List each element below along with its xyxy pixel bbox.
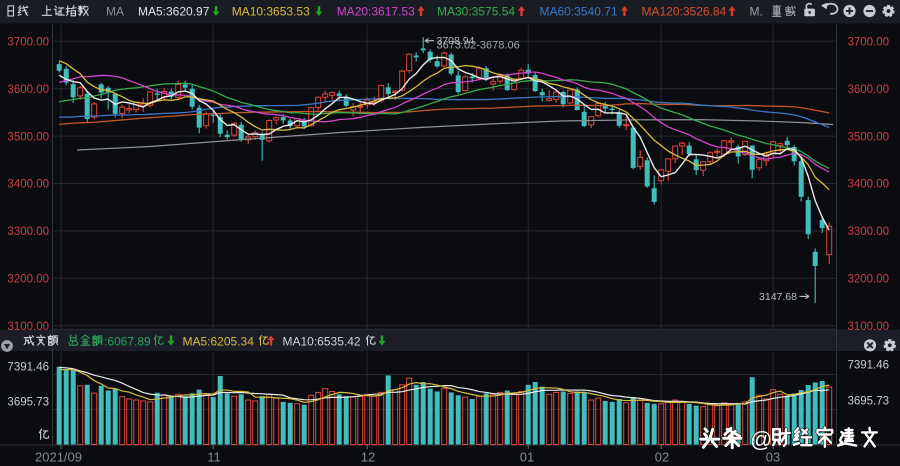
svg-text:M.: M. xyxy=(750,5,763,19)
svg-text:3400.00: 3400.00 xyxy=(7,179,49,191)
svg-text:3400.00: 3400.00 xyxy=(848,179,890,191)
svg-text::6067.89: :6067.89 xyxy=(104,334,151,348)
svg-text:MA10:6535.42: MA10:6535.42 xyxy=(283,334,361,348)
svg-text:3147.68: 3147.68 xyxy=(759,291,797,303)
svg-text:MA30:3575.54: MA30:3575.54 xyxy=(437,5,515,19)
svg-text:01: 01 xyxy=(520,450,534,465)
svg-text:7391.46: 7391.46 xyxy=(848,360,890,372)
svg-text:11: 11 xyxy=(207,450,221,465)
svg-text:MA20:3617.53: MA20:3617.53 xyxy=(337,5,415,19)
svg-text:@: @ xyxy=(750,427,772,452)
svg-text:3300.00: 3300.00 xyxy=(848,226,890,238)
svg-text:7391.46: 7391.46 xyxy=(7,361,49,373)
svg-text:3700.00: 3700.00 xyxy=(7,37,49,49)
svg-text:MA60:3540.71: MA60:3540.71 xyxy=(540,5,618,19)
svg-text:3673.02-3678.06: 3673.02-3678.06 xyxy=(437,40,520,52)
svg-text:MA: MA xyxy=(106,5,124,19)
svg-text:3300.00: 3300.00 xyxy=(7,226,49,238)
svg-text:MA5:6205.34: MA5:6205.34 xyxy=(183,334,255,348)
svg-text:2021/09: 2021/09 xyxy=(35,450,82,465)
svg-text:3100.00: 3100.00 xyxy=(848,321,890,333)
svg-text:3200.00: 3200.00 xyxy=(7,274,49,286)
svg-text:02: 02 xyxy=(655,450,669,465)
svg-text:MA10:3653.53: MA10:3653.53 xyxy=(232,5,310,19)
svg-text:3600.00: 3600.00 xyxy=(848,84,890,96)
svg-text:3700.00: 3700.00 xyxy=(848,37,890,49)
svg-text:3695.73: 3695.73 xyxy=(848,396,890,408)
svg-text:3600.00: 3600.00 xyxy=(7,84,49,96)
svg-text:3695.73: 3695.73 xyxy=(7,396,49,408)
svg-text:MA5:3620.97: MA5:3620.97 xyxy=(138,5,210,19)
svg-text:3200.00: 3200.00 xyxy=(848,274,890,286)
svg-text:3500.00: 3500.00 xyxy=(7,131,49,143)
svg-text:3500.00: 3500.00 xyxy=(848,131,890,143)
svg-text:03: 03 xyxy=(766,450,780,465)
svg-text:@: @ xyxy=(750,427,771,452)
svg-text:12: 12 xyxy=(361,450,375,465)
svg-text:3100.00: 3100.00 xyxy=(7,321,49,333)
svg-text:MA120:3526.84: MA120:3526.84 xyxy=(642,5,727,19)
svg-text:3708.94: 3708.94 xyxy=(437,35,475,47)
